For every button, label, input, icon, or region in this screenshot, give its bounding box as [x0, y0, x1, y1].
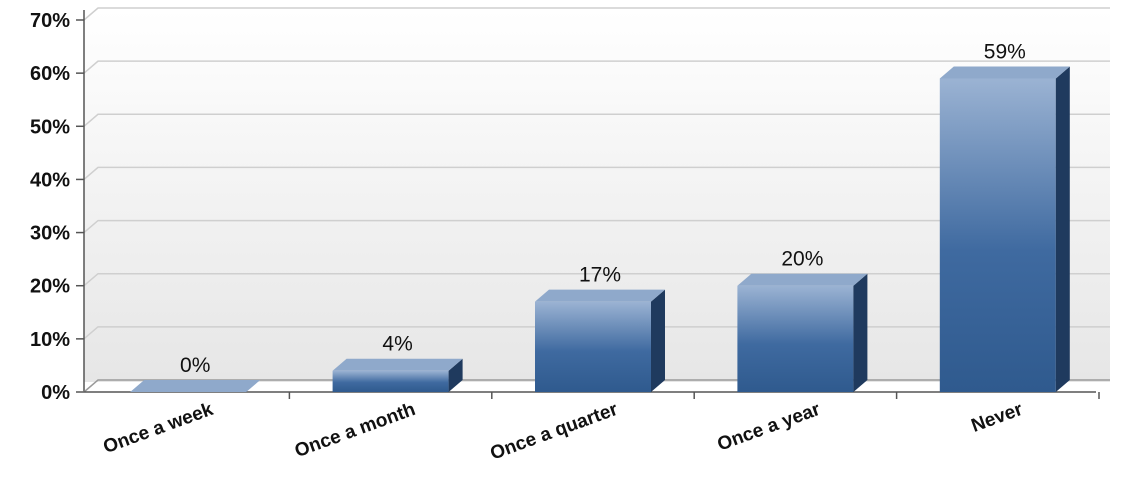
x-tick-label: Once a month	[292, 399, 418, 462]
grid-lines	[83, 7, 1110, 340]
data-label: 4%	[382, 333, 412, 356]
data-label: 20%	[781, 248, 823, 271]
bar	[535, 289, 665, 392]
bar-front	[737, 285, 854, 392]
y-tick-label: 50%	[30, 116, 70, 138]
y-tick-label: 30%	[30, 223, 70, 245]
bars	[130, 66, 1070, 392]
bar-top	[332, 358, 463, 371]
bar-top	[130, 380, 261, 392]
bar-top	[535, 289, 665, 302]
data-labels: 0% 4% 17% 20% 59%	[180, 40, 1026, 377]
bar-front	[535, 301, 651, 392]
grid-line	[83, 166, 1110, 180]
x-tick-label: Once a year	[715, 399, 824, 456]
bar-side	[1055, 66, 1070, 392]
y-tick-label: 20%	[30, 276, 70, 298]
y-tick-label: 60%	[30, 63, 70, 85]
data-label: 59%	[984, 40, 1026, 63]
x-tick-label: Once a week	[101, 399, 217, 458]
data-label: 0%	[180, 354, 210, 377]
bar-front	[332, 370, 449, 392]
bar	[737, 273, 868, 392]
grid-line	[83, 219, 1110, 234]
bar	[939, 66, 1070, 392]
bar-top	[939, 66, 1070, 79]
grid-line	[83, 7, 1110, 21]
y-axis-tick-labels: 0% 10% 20% 30% 40% 50% 60% 70%	[30, 10, 70, 404]
bar-side	[448, 358, 463, 392]
bar-side	[651, 289, 665, 392]
x-tick-label: Never	[969, 399, 1026, 437]
x-tick-label: Once a quarter	[488, 399, 622, 465]
y-tick-label: 0%	[41, 382, 70, 404]
bar	[130, 380, 261, 392]
grid-line	[83, 113, 1110, 127]
x-axis-tick-labels: Once a week Once a month Once a quarter Onc…	[101, 399, 1027, 465]
bar	[332, 358, 463, 392]
y-tick-label: 40%	[30, 169, 70, 191]
bar-top	[737, 273, 868, 286]
y-tick-label: 70%	[30, 10, 70, 32]
data-label: 17%	[579, 264, 621, 287]
bar-side	[853, 273, 868, 392]
bar-front	[939, 78, 1056, 392]
y-tick-label: 10%	[30, 329, 70, 351]
grid-line	[83, 60, 1110, 74]
